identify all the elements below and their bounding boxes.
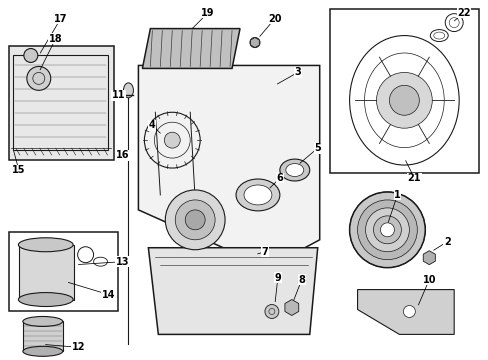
Text: 4: 4 bbox=[149, 120, 155, 130]
Text: 3: 3 bbox=[294, 67, 301, 77]
Circle shape bbox=[164, 132, 180, 148]
Bar bbox=[23, 321, 62, 351]
Text: 16: 16 bbox=[116, 150, 129, 160]
Text: 20: 20 bbox=[267, 14, 281, 24]
Text: 12: 12 bbox=[72, 342, 85, 352]
Bar bbox=[19, 245, 74, 300]
Circle shape bbox=[388, 85, 419, 115]
Circle shape bbox=[349, 192, 425, 268]
Circle shape bbox=[357, 200, 416, 260]
Text: 5: 5 bbox=[314, 143, 321, 153]
Text: 7: 7 bbox=[261, 247, 268, 257]
Polygon shape bbox=[285, 300, 298, 315]
Text: 19: 19 bbox=[201, 8, 214, 18]
Circle shape bbox=[27, 67, 51, 90]
Text: 9: 9 bbox=[274, 273, 281, 283]
Ellipse shape bbox=[19, 293, 73, 306]
Ellipse shape bbox=[279, 159, 309, 181]
Text: 8: 8 bbox=[298, 275, 305, 285]
Text: 11: 11 bbox=[112, 90, 125, 100]
Circle shape bbox=[24, 49, 38, 62]
Polygon shape bbox=[250, 37, 259, 48]
Bar bbox=[329, 9, 478, 173]
Bar bbox=[13, 55, 107, 150]
Text: 15: 15 bbox=[12, 165, 25, 175]
Text: 2: 2 bbox=[443, 237, 449, 247]
Polygon shape bbox=[357, 289, 453, 334]
Ellipse shape bbox=[19, 238, 73, 252]
Circle shape bbox=[376, 72, 431, 128]
Circle shape bbox=[175, 200, 215, 240]
Circle shape bbox=[403, 306, 414, 318]
Text: 10: 10 bbox=[422, 275, 435, 285]
Text: 18: 18 bbox=[49, 33, 62, 44]
Polygon shape bbox=[138, 66, 319, 268]
Polygon shape bbox=[148, 248, 317, 334]
Text: 22: 22 bbox=[456, 8, 470, 18]
Ellipse shape bbox=[236, 179, 279, 211]
Text: 21: 21 bbox=[407, 173, 420, 183]
Circle shape bbox=[249, 37, 260, 48]
Text: 1: 1 bbox=[393, 190, 400, 200]
Circle shape bbox=[365, 208, 408, 252]
Ellipse shape bbox=[285, 163, 303, 176]
Circle shape bbox=[264, 305, 278, 319]
Text: 17: 17 bbox=[54, 14, 67, 24]
Circle shape bbox=[380, 223, 394, 237]
Text: 14: 14 bbox=[102, 289, 115, 300]
Polygon shape bbox=[423, 251, 434, 265]
Ellipse shape bbox=[23, 316, 62, 327]
Circle shape bbox=[165, 190, 224, 250]
Text: 6: 6 bbox=[276, 173, 283, 183]
Text: 13: 13 bbox=[116, 257, 129, 267]
Ellipse shape bbox=[123, 83, 133, 98]
Circle shape bbox=[185, 210, 205, 230]
Circle shape bbox=[373, 216, 401, 244]
Bar bbox=[9, 45, 113, 160]
Ellipse shape bbox=[23, 346, 62, 356]
Bar bbox=[9, 232, 118, 311]
Polygon shape bbox=[142, 28, 240, 68]
Ellipse shape bbox=[244, 185, 271, 205]
